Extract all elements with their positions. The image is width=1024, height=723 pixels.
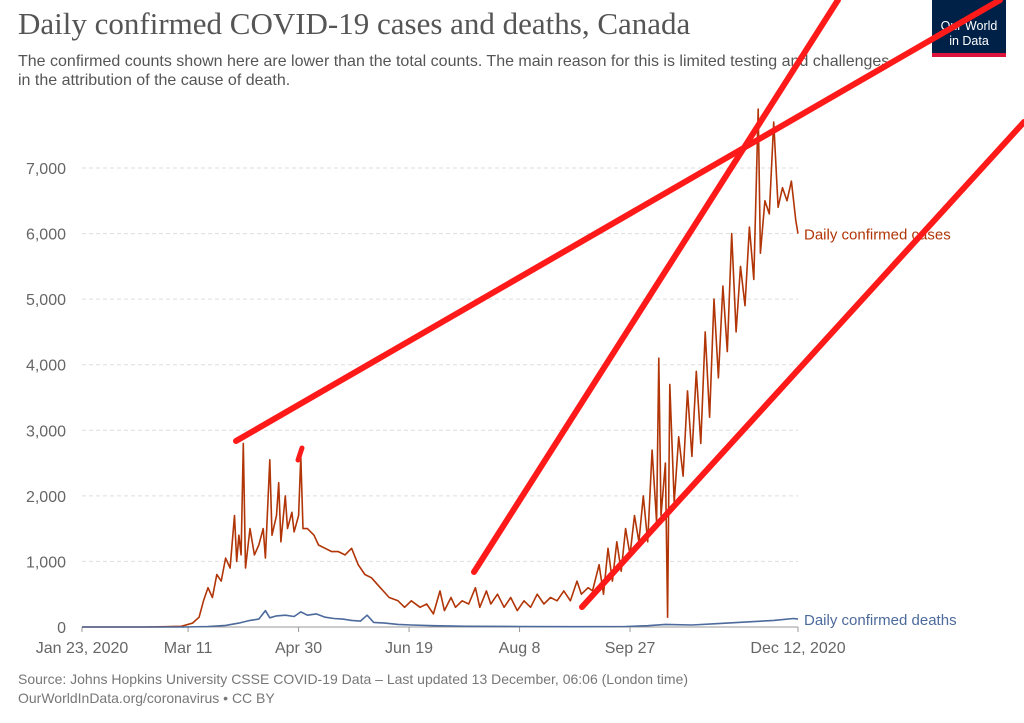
x-tick-label: Aug 8 bbox=[499, 640, 541, 657]
chart-subtitle: The confirmed counts shown here are lowe… bbox=[18, 53, 890, 89]
x-tick-label: Mar 11 bbox=[164, 640, 213, 657]
deaths-series-label: Daily confirmed deaths bbox=[804, 612, 957, 629]
credit-text[interactable]: OurWorldInData.org/coronavirus • CC BY bbox=[18, 690, 275, 706]
y-tick-label: 7,000 bbox=[26, 161, 66, 178]
y-tick-label: 3,000 bbox=[26, 423, 66, 440]
deaths-line bbox=[82, 609, 799, 628]
y-axis: 0 1,000 2,000 3,000 4,000 5,000 6,000 7,000 bbox=[26, 161, 66, 637]
y-tick-label: 2,000 bbox=[26, 489, 66, 506]
x-tick-label: Sep 27 bbox=[605, 640, 656, 657]
x-tick-label: Jan 23, 2020 bbox=[36, 640, 129, 657]
logo-accent-bar bbox=[932, 53, 1006, 57]
x-tick-label: Jun 19 bbox=[385, 640, 433, 657]
y-tick-label: 5,000 bbox=[26, 292, 66, 309]
source-text: Source: Johns Hopkins University CSSE CO… bbox=[18, 671, 689, 687]
footer-source: Source: Johns Hopkins University CSSE CO… bbox=[18, 670, 688, 708]
annotation-tick-mark bbox=[295, 445, 305, 463]
annotation-stroke-1 bbox=[233, 0, 1003, 444]
owid-logo[interactable]: Our World in Data bbox=[932, 0, 1006, 57]
annotation-overlay bbox=[233, 0, 1024, 610]
annotation-stroke-3 bbox=[579, 119, 1024, 610]
series-group bbox=[82, 108, 799, 628]
annotation-stroke-2 bbox=[471, 0, 841, 575]
y-tick-label: 1,000 bbox=[26, 554, 66, 571]
cases-line bbox=[82, 108, 799, 628]
x-tick-label: Dec 12, 2020 bbox=[750, 640, 845, 657]
chart-title: Daily confirmed COVID-19 cases and death… bbox=[18, 6, 691, 41]
y-tick-label: 0 bbox=[57, 620, 66, 637]
logo-line-2: in Data bbox=[949, 34, 989, 48]
x-tick-label: Apr 30 bbox=[275, 640, 322, 657]
x-axis: Jan 23, 2020 Mar 11 Apr 30 Jun 19 Aug 8 Sep 2… bbox=[36, 627, 846, 657]
y-tick-label: 4,000 bbox=[26, 358, 66, 375]
y-tick-label: 6,000 bbox=[26, 227, 66, 244]
